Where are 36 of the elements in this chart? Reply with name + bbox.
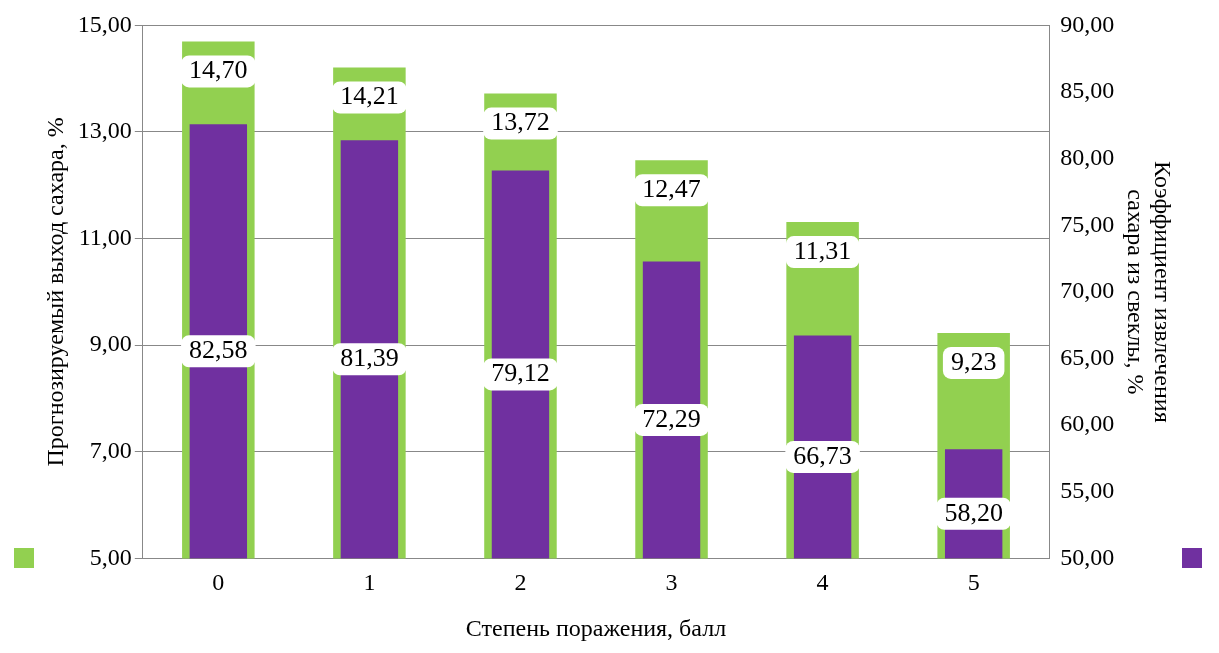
data-label: 9,23 — [950, 346, 997, 376]
data-label: 11,31 — [793, 235, 852, 265]
y2-axis-title: Коэффициент извлечения сахара из свеклы, % — [1123, 161, 1176, 423]
y-axis-title: Прогнозируемый выход сахара, % — [41, 117, 68, 467]
y2-tick-label: 75,00 — [1060, 210, 1115, 237]
x-tick-label: 2 — [514, 569, 527, 596]
x-tick-label: 5 — [967, 569, 980, 596]
data-label: 82,58 — [189, 335, 248, 365]
data-label: 81,39 — [340, 343, 399, 373]
y2-tick-label: 60,00 — [1060, 410, 1115, 437]
x-tick-label: 4 — [816, 569, 829, 596]
y-tick-label: 15,00 — [77, 10, 132, 37]
x-tick-label: 1 — [363, 569, 376, 596]
data-label: 72,29 — [642, 403, 701, 433]
y-tick-label: 13,00 — [77, 117, 132, 144]
data-label: 79,12 — [491, 358, 550, 388]
y2-tick-label: 65,00 — [1060, 343, 1115, 370]
y2-tick-label: 50,00 — [1060, 543, 1115, 570]
y2-tick-label: 85,00 — [1060, 77, 1115, 104]
x-tick-label: 3 — [665, 569, 678, 596]
y2-tick-label: 55,00 — [1060, 477, 1115, 504]
y-tick-label: 5,00 — [89, 543, 132, 570]
x-axis-title: Степень поражения, балл — [465, 614, 727, 641]
y2-tick-label: 90,00 — [1060, 10, 1115, 37]
y2-tick-label: 80,00 — [1060, 143, 1115, 170]
y-tick-label: 11,00 — [78, 223, 132, 250]
y-tick-label: 9,00 — [89, 330, 132, 357]
data-label: 66,73 — [793, 440, 852, 470]
data-label: 13,72 — [491, 107, 550, 137]
data-label: 58,20 — [944, 497, 1003, 527]
data-label: 12,47 — [642, 174, 701, 204]
y2-tick-label: 70,00 — [1060, 277, 1115, 304]
y-tick-label: 7,00 — [89, 437, 132, 464]
data-label: 14,21 — [340, 81, 399, 111]
data-label: 14,70 — [189, 55, 248, 85]
x-tick-label: 0 — [212, 569, 225, 596]
